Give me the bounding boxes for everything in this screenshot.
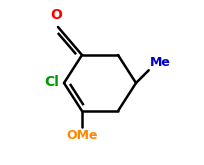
Text: O: O — [50, 8, 62, 22]
Text: OMe: OMe — [66, 129, 97, 142]
Text: Me: Me — [149, 56, 170, 69]
Text: Cl: Cl — [44, 75, 59, 89]
